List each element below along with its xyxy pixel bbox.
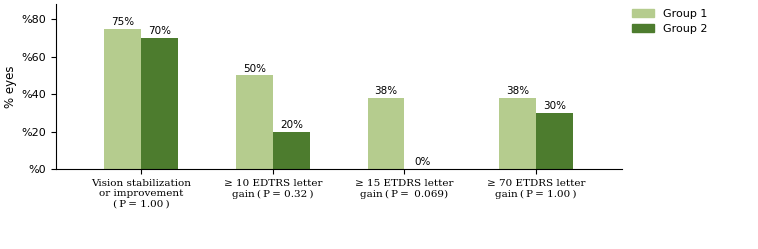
Bar <box>236 75 273 169</box>
Y-axis label: % eyes: % eyes <box>4 65 17 108</box>
Bar <box>536 113 573 169</box>
Text: 20%: 20% <box>280 120 302 130</box>
Legend: Group 1, Group 2: Group 1, Group 2 <box>627 4 712 39</box>
Text: 38%: 38% <box>374 86 398 96</box>
Bar <box>273 132 310 169</box>
Text: 0%: 0% <box>415 157 431 167</box>
Text: 70%: 70% <box>149 26 171 36</box>
Bar <box>368 98 405 169</box>
Bar <box>500 98 536 169</box>
Text: 30%: 30% <box>543 101 566 111</box>
Text: 75%: 75% <box>111 17 134 27</box>
Bar <box>105 29 141 169</box>
Bar <box>141 38 178 169</box>
Text: 38%: 38% <box>506 86 529 96</box>
Text: 50%: 50% <box>243 63 266 74</box>
